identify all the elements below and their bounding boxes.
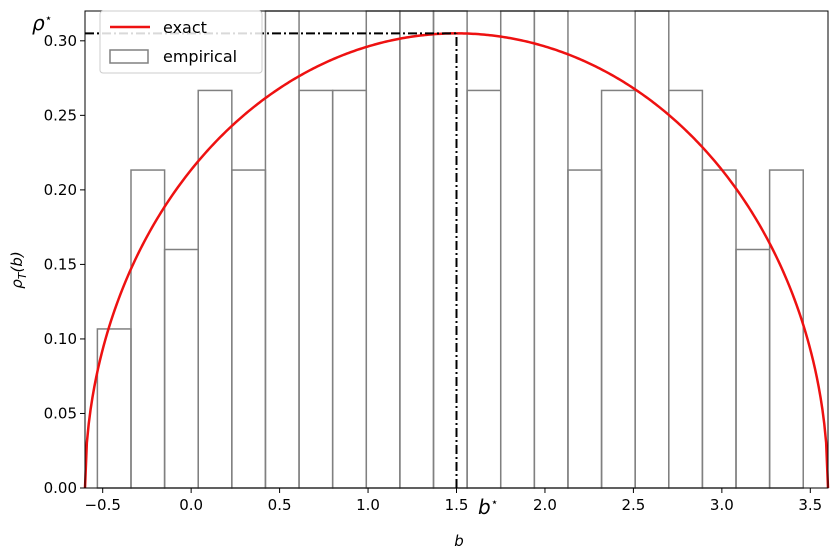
b-star-symbol: b bbox=[478, 495, 491, 519]
histogram-bar bbox=[331, 89, 368, 489]
y-label-subscript: T bbox=[16, 271, 29, 279]
legend-empirical-label: empirical bbox=[163, 47, 237, 66]
histogram-bar bbox=[264, 10, 300, 489]
legend: exact empirical bbox=[99, 10, 263, 74]
histogram-bar bbox=[130, 169, 166, 489]
y-tick-label: 0.20 bbox=[44, 181, 77, 199]
histogram-bar bbox=[600, 89, 636, 489]
histogram-bar bbox=[668, 89, 704, 489]
histogram-bars bbox=[96, 10, 804, 489]
x-tick-label: 3.0 bbox=[710, 496, 734, 514]
y-tick-label: 0.05 bbox=[44, 404, 77, 422]
y-tick-label: 0.10 bbox=[44, 330, 77, 348]
histogram-bar bbox=[163, 248, 199, 489]
b-star-superscript: ⋆ bbox=[491, 495, 499, 509]
histogram-bar bbox=[768, 169, 804, 489]
x-tick-label: 1.0 bbox=[356, 496, 380, 514]
x-axis-label: b bbox=[454, 532, 464, 550]
y-axis-label: ρT(b) bbox=[8, 251, 29, 289]
x-tick-label: 1.5 bbox=[445, 496, 469, 514]
histogram-bar bbox=[634, 10, 670, 489]
histogram-bar bbox=[365, 10, 401, 489]
b-star-label: b⋆ bbox=[478, 495, 498, 519]
y-axis-ticks: 0.00 0.05 0.10 0.15 0.20 0.25 0.30 bbox=[44, 32, 85, 497]
y-tick-label: 0.00 bbox=[44, 479, 77, 497]
histogram-bar bbox=[533, 10, 569, 489]
y-label-arg: (b) bbox=[8, 251, 26, 272]
histogram-bar bbox=[701, 169, 737, 489]
histogram-bar bbox=[197, 89, 233, 489]
annotation-lines bbox=[85, 32, 458, 488]
rho-star-symbol: ρ bbox=[32, 11, 45, 35]
histogram-bar bbox=[499, 10, 536, 489]
rho-star-label: ρ⋆ bbox=[32, 11, 52, 35]
x-tick-label: 2.0 bbox=[533, 496, 557, 514]
y-tick-label: 0.25 bbox=[44, 106, 77, 124]
x-tick-label: 3.5 bbox=[798, 496, 822, 514]
y-axis-label-text: ρT(b) bbox=[8, 251, 29, 289]
histogram-bar bbox=[399, 10, 435, 489]
histogram-bar bbox=[466, 89, 502, 489]
legend-empirical-swatch bbox=[109, 49, 149, 64]
histogram-bar bbox=[735, 248, 771, 489]
x-tick-label: 0.0 bbox=[179, 496, 203, 514]
y-tick-label: 0.15 bbox=[44, 255, 77, 273]
histogram-bar bbox=[432, 10, 468, 489]
rho-star-superscript: ⋆ bbox=[45, 11, 53, 25]
x-tick-label: 0.5 bbox=[268, 496, 292, 514]
histogram-bar bbox=[298, 89, 334, 489]
histogram-bar bbox=[231, 169, 267, 489]
y-label-rho: ρ bbox=[8, 279, 26, 289]
y-tick-label: 0.30 bbox=[44, 32, 77, 50]
legend-exact-label: exact bbox=[163, 18, 207, 37]
histogram-bar bbox=[567, 169, 603, 489]
x-tick-label: 2.5 bbox=[621, 496, 645, 514]
x-axis-ticks: −0.5 0.0 0.5 1.0 1.5 2.0 2.5 3.0 3.5 bbox=[84, 488, 822, 514]
x-tick-label: −0.5 bbox=[84, 496, 120, 514]
